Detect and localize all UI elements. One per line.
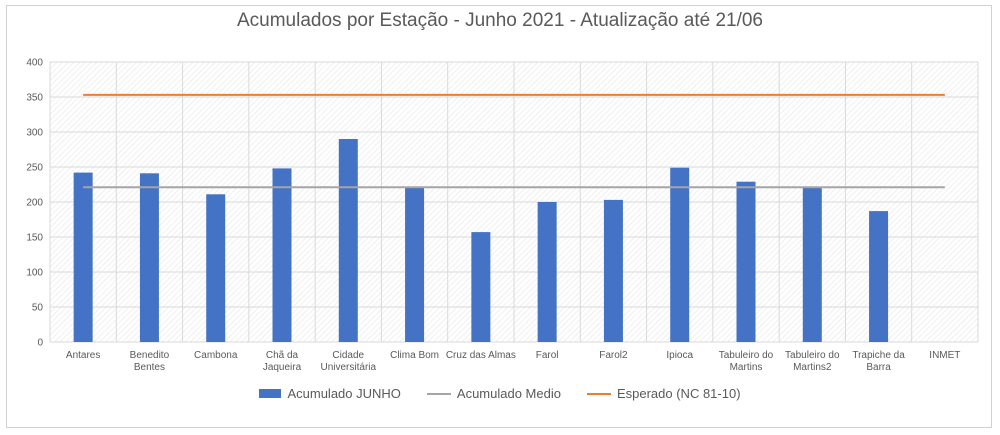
bar-acumulado-junho <box>736 181 756 342</box>
y-tick-label: 400 <box>26 58 43 69</box>
x-tick-label: Ipioca <box>666 350 693 361</box>
x-tick-label-line: Tabuleiro do <box>719 350 774 361</box>
x-tick-label-line: Chã da <box>266 350 299 361</box>
y-tick-label: 200 <box>26 198 43 209</box>
x-tick-label-line: INMET <box>929 350 960 361</box>
x-tick-label: Tabuleiro do Martins2 <box>785 350 840 373</box>
legend-label: Esperado (NC 81-10) <box>616 386 741 401</box>
bar-acumulado-junho <box>139 173 159 342</box>
chart-legend: Acumulado JUNHO Acumulado Medio Esperado (… <box>0 386 1000 401</box>
y-tick-label: 150 <box>26 233 43 244</box>
legend-item: Acumulado Medio <box>426 386 561 401</box>
x-tick-label: Trapiche da Barra <box>852 350 905 373</box>
x-tick-label-line: Universitária <box>320 362 376 373</box>
x-tick-label: Tabuleiro do Martins <box>719 350 774 373</box>
bar-acumulado-junho <box>206 194 226 342</box>
x-tick-label-line: Jaqueira <box>263 362 302 373</box>
bar-acumulado-junho <box>869 211 889 342</box>
x-tick-label-line: Martins <box>730 362 763 373</box>
x-tick-label-line: Barra <box>866 362 891 373</box>
bar-acumulado-junho <box>603 199 623 342</box>
y-tick-label: 100 <box>26 268 43 279</box>
x-tick-label: Farol <box>536 350 559 361</box>
x-tick-label-line: Cidade <box>332 350 364 361</box>
x-tick-label-line: Antares <box>66 350 100 361</box>
x-tick-label: Cruz das Almas <box>446 350 516 361</box>
y-tick-label: 250 <box>26 163 43 174</box>
y-tick-label: 300 <box>26 128 43 139</box>
bar-acumulado-junho <box>272 168 292 342</box>
x-tick-label-line: Trapiche da <box>852 350 905 361</box>
chart-title: Acumulados por Estação - Junho 2021 - At… <box>236 10 763 31</box>
bar-acumulado-junho <box>670 167 690 342</box>
x-tick-label: Cidade Universitária <box>320 350 376 373</box>
x-tick-label-line: Clima Bom <box>390 350 439 361</box>
x-tick-label-line: Bentes <box>134 362 165 373</box>
x-tick-label: INMET <box>929 350 960 361</box>
legend-swatch <box>586 392 611 395</box>
x-tick-label-line: Cruz das Almas <box>446 350 516 361</box>
y-tick-label: 350 <box>26 93 43 104</box>
bar-acumulado-junho <box>537 202 557 342</box>
x-tick-label: Antares <box>66 350 100 361</box>
x-tick-label: Farol2 <box>599 350 628 361</box>
y-tick-label: 50 <box>32 303 44 314</box>
x-tick-label-line: Benedito <box>130 350 170 361</box>
legend-swatch <box>259 389 282 398</box>
bar-acumulado-junho <box>405 188 425 342</box>
x-tick-label: Clima Bom <box>390 350 439 361</box>
legend-label: Acumulado Medio <box>456 386 561 401</box>
bar-acumulado-junho <box>471 232 491 342</box>
x-tick-label-line: Tabuleiro do <box>785 350 840 361</box>
bar-acumulado-junho <box>802 188 822 342</box>
bar-acumulado-junho <box>338 139 358 342</box>
x-tick-label: Chã da Jaqueira <box>263 350 302 373</box>
x-tick-label: Cambona <box>194 350 238 361</box>
legend-swatch <box>426 392 451 395</box>
x-tick-label-line: Martins2 <box>793 362 832 373</box>
x-tick-label-line: Farol2 <box>599 350 628 361</box>
x-tick-label-line: Farol <box>536 350 559 361</box>
legend-item: Acumulado JUNHO <box>259 386 401 401</box>
legend-label: Acumulado JUNHO <box>287 386 401 401</box>
x-tick-label-line: Ipioca <box>666 350 693 361</box>
x-tick-label: Benedito Bentes <box>130 350 170 373</box>
y-tick-label: 0 <box>37 338 43 349</box>
bar-acumulado-junho <box>73 172 93 342</box>
x-tick-label-line: Cambona <box>194 350 238 361</box>
legend-item: Esperado (NC 81-10) <box>586 386 741 401</box>
